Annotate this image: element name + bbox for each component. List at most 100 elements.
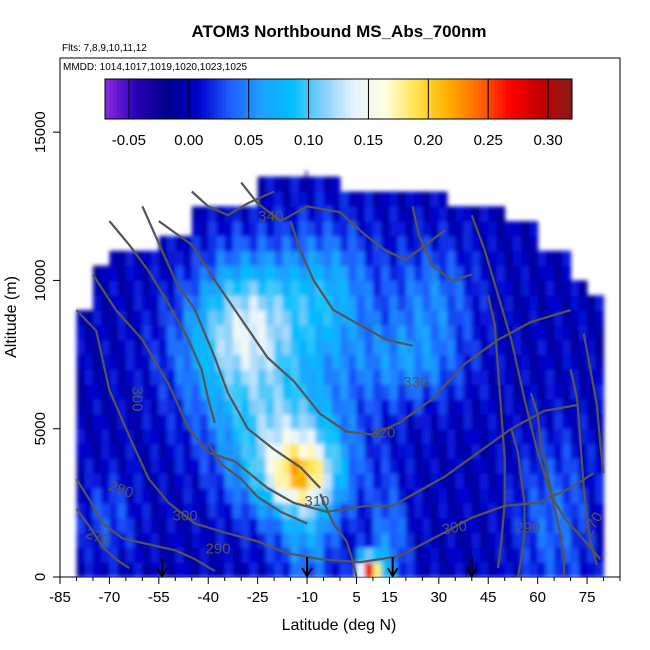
heat-cell <box>381 235 390 252</box>
heat-cell <box>249 354 259 370</box>
heat-cell <box>298 221 308 237</box>
colorbar-swatch <box>190 79 195 119</box>
heat-cell <box>381 206 390 222</box>
heat-cell <box>480 250 489 267</box>
heat-cell <box>463 221 473 237</box>
colorbar-swatch <box>299 79 304 119</box>
heat-cell <box>496 473 506 489</box>
contour-line <box>582 333 605 474</box>
heat-cell <box>76 562 86 577</box>
heat-cell <box>438 339 448 356</box>
heat-cell <box>364 339 374 356</box>
heat-cell <box>331 428 341 445</box>
heat-cell <box>323 517 333 534</box>
colorbar-swatch <box>439 79 444 119</box>
heat-cell <box>356 562 366 577</box>
heat-cell <box>480 547 489 563</box>
heat-cell <box>480 384 489 400</box>
heat-cell <box>183 517 193 534</box>
heat-cell <box>274 413 283 430</box>
colorbar-swatch <box>213 79 219 119</box>
heat-cell <box>447 206 456 222</box>
heat-cell <box>307 428 316 445</box>
heat-cell <box>315 443 325 459</box>
heat-cell <box>471 502 481 519</box>
heat-cell <box>438 235 448 252</box>
heat-cell <box>414 458 423 474</box>
heat-cell <box>175 265 185 281</box>
heat-cell <box>76 532 86 548</box>
heat-cell <box>216 384 226 400</box>
heat-cell <box>167 354 176 370</box>
heat-cell <box>92 399 102 415</box>
heat-cell <box>529 235 539 252</box>
heat-cell <box>405 191 415 207</box>
heat-cell <box>175 443 185 459</box>
heat-cell <box>364 517 374 534</box>
heat-cell <box>595 369 605 385</box>
heat-cell <box>340 265 349 281</box>
contour-label: 310 <box>304 493 329 510</box>
heat-cell <box>447 488 456 504</box>
heat-cell <box>430 443 440 459</box>
heat-cell <box>232 265 242 281</box>
heat-cell <box>257 191 267 207</box>
heat-cell <box>554 428 563 445</box>
contour-line <box>319 493 358 577</box>
heat-cell <box>504 384 514 400</box>
heat-cell <box>364 562 374 577</box>
heat-cell <box>134 384 143 400</box>
colorbar-swatch <box>295 79 300 119</box>
heat-cell <box>578 280 588 296</box>
heat-cell <box>117 443 127 459</box>
heat-cell <box>191 354 201 370</box>
heat-cell <box>480 443 489 459</box>
colorbar-swatch <box>501 79 507 119</box>
heat-cell <box>447 354 456 370</box>
heat-cell <box>290 517 300 534</box>
heat-cell <box>307 532 316 548</box>
colorbar-swatch <box>120 79 125 119</box>
heat-cell <box>183 428 193 445</box>
heat-cell <box>447 532 456 548</box>
heat-cell <box>76 517 86 534</box>
heat-cell <box>364 295 374 311</box>
heat-cell <box>578 517 588 534</box>
heat-cell <box>191 206 201 222</box>
colorbar-swatch <box>420 79 425 119</box>
heat-cell <box>265 473 275 489</box>
heat-cell <box>447 562 456 577</box>
colorbar-swatch <box>463 79 468 119</box>
colorbar-swatch <box>505 79 511 119</box>
heat-cell <box>241 339 250 356</box>
heat-cell <box>208 369 217 385</box>
heat-cell <box>595 502 605 519</box>
heat-cell <box>298 458 308 474</box>
heat-cell <box>562 458 572 474</box>
heat-cell <box>224 324 234 341</box>
heat-cell <box>109 295 119 311</box>
heat-cell <box>389 265 399 281</box>
heat-cell <box>117 354 127 370</box>
colorbar-swatch <box>248 79 254 119</box>
heat-cell <box>430 339 440 356</box>
heat-cell <box>216 339 226 356</box>
heat-cell <box>554 458 563 474</box>
y-tick-label: 5000 <box>32 412 49 445</box>
heat-cell <box>117 384 127 400</box>
heat-cell <box>356 339 366 356</box>
heat-cell <box>463 428 473 445</box>
colorbar-tick-label: 0.20 <box>414 132 443 149</box>
heat-cell <box>512 428 522 445</box>
heat-cell <box>274 369 283 385</box>
heat-cell <box>545 339 555 356</box>
heat-cell <box>109 562 119 577</box>
heat-cell <box>109 473 119 489</box>
heat-cell <box>496 369 506 385</box>
heat-cell <box>167 399 176 415</box>
heat-cell <box>364 399 374 415</box>
heat-cell <box>183 310 193 326</box>
heat-cell <box>257 280 267 296</box>
heat-cell <box>381 532 390 548</box>
heat-cell <box>298 295 308 311</box>
